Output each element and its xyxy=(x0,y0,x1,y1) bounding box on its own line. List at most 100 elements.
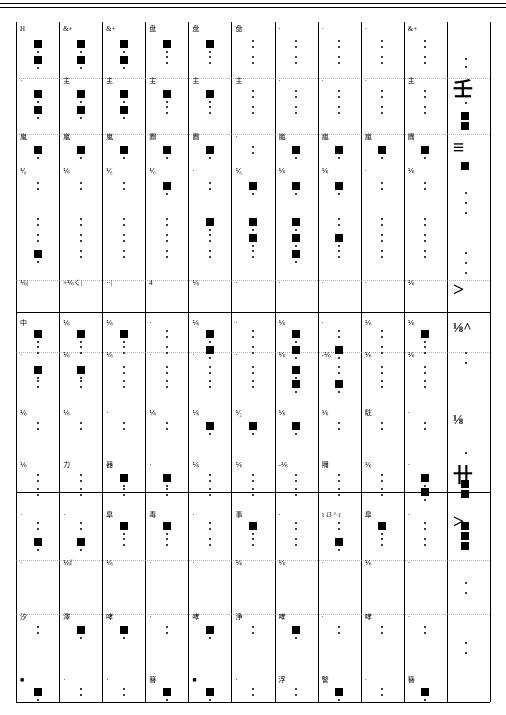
small-dot xyxy=(424,240,426,242)
trail-dot xyxy=(37,101,39,103)
trail-dot xyxy=(166,699,168,701)
filled-square xyxy=(421,688,429,696)
small-dot xyxy=(166,218,168,220)
trail-dot xyxy=(209,51,211,53)
trail-dot xyxy=(424,485,426,487)
small-dot xyxy=(338,626,340,628)
small-dot xyxy=(166,366,168,368)
small-dot xyxy=(80,352,82,354)
trail-dot xyxy=(37,549,39,551)
small-dot xyxy=(252,544,254,546)
filled-square xyxy=(34,40,42,48)
filled-square xyxy=(206,146,214,154)
cell-glyph: · xyxy=(365,677,367,684)
margin-square xyxy=(461,480,469,488)
small-dot xyxy=(209,234,211,236)
small-dot xyxy=(381,240,383,242)
filled-square xyxy=(206,346,214,354)
small-dot xyxy=(295,112,297,114)
trail-dot xyxy=(295,157,297,159)
small-dot xyxy=(123,352,125,354)
trail-dot xyxy=(295,433,297,435)
small-dot xyxy=(123,380,125,382)
trail-dot xyxy=(295,377,297,379)
trail-dot xyxy=(252,533,254,535)
filled-square xyxy=(120,522,128,530)
small-dot xyxy=(338,480,340,482)
small-dot xyxy=(338,96,340,98)
cell-glyph: · xyxy=(365,78,367,85)
cell-glyph: · xyxy=(106,677,108,684)
cell-glyph: · xyxy=(408,410,410,417)
small-dot xyxy=(424,386,426,388)
margin-dot xyxy=(465,352,467,354)
margin-dot xyxy=(465,212,467,214)
filled-square xyxy=(34,106,42,114)
filled-square xyxy=(335,146,343,154)
filled-square xyxy=(120,90,128,98)
trail-dot xyxy=(37,157,39,159)
small-dot xyxy=(338,474,340,476)
cell-glyph: · xyxy=(365,26,367,33)
cell-glyph: 嵐 xyxy=(365,134,372,141)
cell-glyph: ⅙ xyxy=(322,168,329,175)
small-dot xyxy=(166,380,168,382)
small-dot xyxy=(80,234,82,236)
small-dot xyxy=(295,488,297,490)
small-dot xyxy=(252,688,254,690)
trail-dot xyxy=(37,377,39,379)
cell-glyph: · xyxy=(235,134,237,141)
cell-glyph: ⅟₆ xyxy=(106,168,112,175)
small-dot xyxy=(424,428,426,430)
cell-glyph: · xyxy=(408,614,410,621)
trail-dot xyxy=(166,533,168,535)
trail-dot xyxy=(209,341,211,343)
filled-square xyxy=(120,106,128,114)
filled-square xyxy=(163,90,171,98)
small-dot xyxy=(381,632,383,634)
trail-dot xyxy=(80,341,82,343)
small-dot xyxy=(123,544,125,546)
small-dot xyxy=(209,366,211,368)
margin-dot xyxy=(465,652,467,654)
margin-square xyxy=(461,532,469,540)
cell-glyph: · xyxy=(149,560,151,567)
cell-glyph: · xyxy=(322,320,324,327)
trail-dot xyxy=(252,229,254,231)
filled-square xyxy=(421,488,429,496)
small-dot xyxy=(381,366,383,368)
small-dot xyxy=(381,422,383,424)
cell-glyph: · xyxy=(192,168,194,175)
cell-glyph: · xyxy=(63,677,65,684)
trail-dot xyxy=(252,193,254,195)
filled-square xyxy=(335,234,343,242)
small-dot xyxy=(166,494,168,496)
small-dot xyxy=(166,632,168,634)
small-dot xyxy=(295,90,297,92)
small-dot xyxy=(166,336,168,338)
small-dot xyxy=(123,488,125,490)
trail-dot xyxy=(123,51,125,53)
small-dot xyxy=(252,626,254,628)
small-dot xyxy=(252,488,254,490)
small-dot xyxy=(166,240,168,242)
cell-glyph: · xyxy=(235,280,237,287)
small-dot xyxy=(252,474,254,476)
cell-glyph: ⅙ xyxy=(192,280,199,287)
cell-glyph: 主 xyxy=(149,78,156,85)
cell-glyph: ⅙ xyxy=(20,462,27,469)
small-dot xyxy=(338,488,340,490)
trail-dot xyxy=(252,245,254,247)
filled-square xyxy=(292,146,300,154)
cell-glyph: 器 xyxy=(106,462,113,469)
cell-glyph: 嵐 xyxy=(106,134,113,141)
small-dot xyxy=(123,218,125,220)
small-dot xyxy=(37,626,39,628)
cell-glyph: ⅙ xyxy=(63,352,70,359)
column-divider xyxy=(102,22,103,702)
small-dot xyxy=(123,538,125,540)
page-root: H&+&+盘盘盘···&+·主主主主主···主嵐嵐嵐圚圚·嵐嵐嵐圚⅟₆⅙⅟₆⅟₆… xyxy=(0,0,506,715)
cell-glyph: · xyxy=(106,410,108,417)
trail-dot xyxy=(80,377,82,379)
cell-glyph: 主 xyxy=(235,78,242,85)
